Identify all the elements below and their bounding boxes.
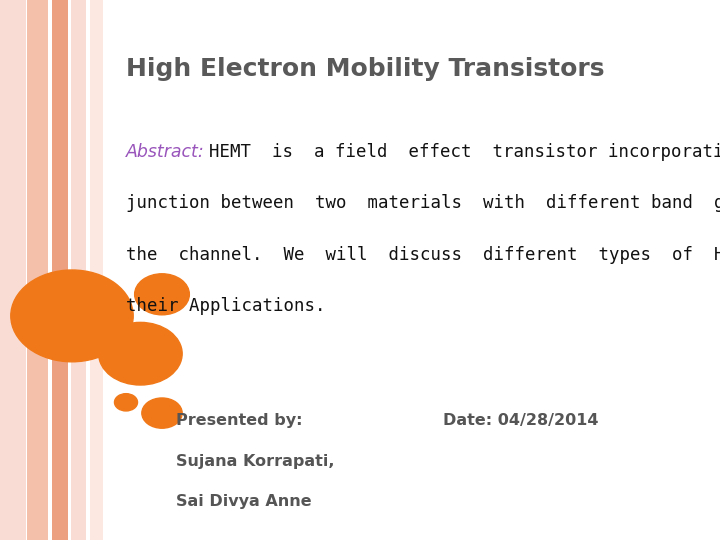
Bar (90, 0, 103, 540)
Circle shape (99, 322, 182, 385)
Text: High Electron Mobility Transistors: High Electron Mobility Transistors (126, 57, 605, 80)
Circle shape (11, 270, 133, 362)
Text: junction between  two  materials  with  different band  gaps  as: junction between two materials with diff… (126, 194, 720, 212)
Text: Presented by:: Presented by: (176, 413, 303, 428)
Text: Abstract:: Abstract: (126, 143, 204, 161)
Bar (0, 0, 26, 540)
Text: the  channel.  We  will  discuss  different  types  of  HEMTs  and: the channel. We will discuss different t… (126, 246, 720, 264)
Text: their Applications.: their Applications. (126, 297, 325, 315)
Bar (71, 0, 86, 540)
Circle shape (142, 398, 182, 428)
Text: Sujana Korrapati,: Sujana Korrapati, (176, 454, 335, 469)
Circle shape (135, 274, 189, 315)
Text: Sai Divya Anne: Sai Divya Anne (176, 494, 312, 509)
Bar (27, 0, 48, 540)
Text: Date: 04/28/2014: Date: 04/28/2014 (443, 413, 598, 428)
Circle shape (114, 394, 138, 411)
Text: HEMT  is  a field  effect  transistor incorporating  a: HEMT is a field effect transistor incorp… (209, 143, 720, 161)
Bar (52, 0, 68, 540)
